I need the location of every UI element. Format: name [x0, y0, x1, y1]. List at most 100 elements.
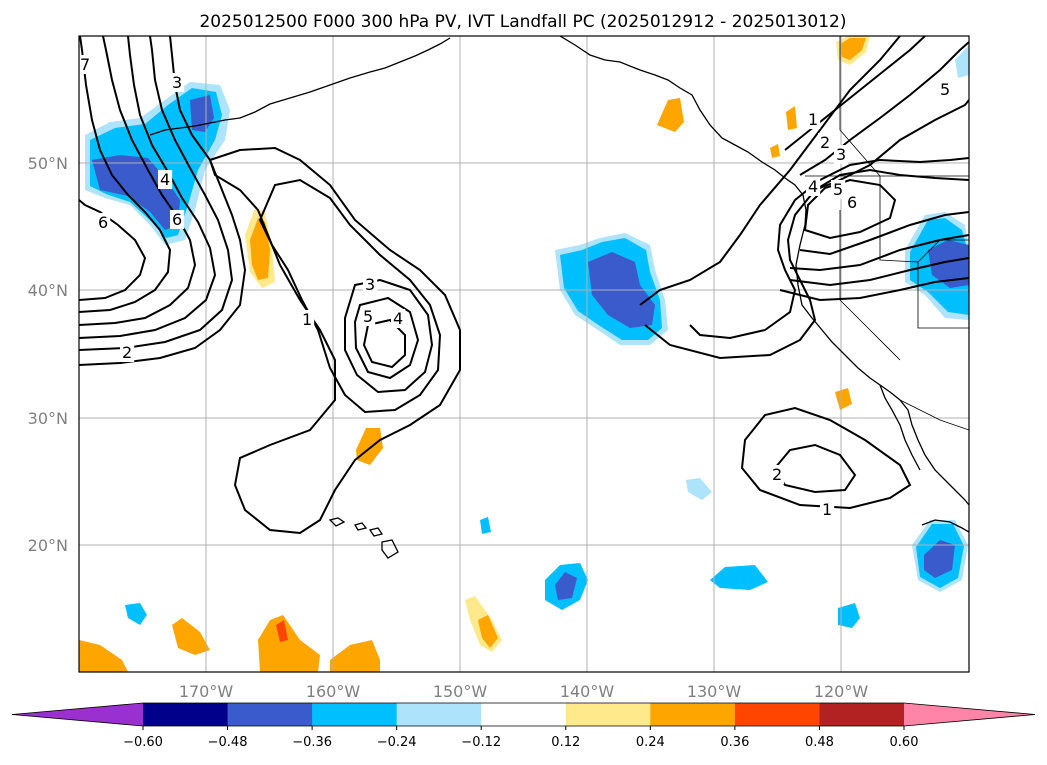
anomaly-region-se-dark — [924, 540, 955, 578]
contour-labels: 7 3 4 6 6 1 3 5 4 2 1 2 3 5 6 4 5 1 2 1 — [79, 55, 953, 519]
anomaly-region-pos11 — [330, 640, 380, 672]
contour-label-halo — [120, 343, 135, 362]
contour-line — [803, 178, 897, 240]
contour-label: 2 — [820, 133, 830, 152]
lon-label: 140°W — [560, 682, 615, 701]
contour-label: 4 — [160, 170, 170, 189]
contour-line — [779, 277, 969, 302]
contour-label: 1 — [808, 110, 818, 129]
contour-label: 5 — [833, 180, 843, 199]
contour-label: 3 — [365, 275, 375, 294]
contour-label-halo — [820, 500, 835, 519]
contour-line — [789, 234, 969, 272]
contour-label-halo — [79, 55, 93, 74]
contour-label: 5 — [363, 307, 373, 326]
contour-line — [79, 36, 247, 366]
contour-label: 6 — [98, 213, 108, 232]
contour-label-halo — [363, 275, 378, 294]
lon-label: 120°W — [814, 682, 869, 701]
colorbar-label: 0.48 — [805, 735, 834, 750]
colorbar-label: 0.60 — [890, 735, 919, 750]
anomaly-region-south4 — [125, 603, 147, 625]
anomaly-region-south2 — [710, 565, 768, 590]
contour-label-halo — [300, 310, 315, 329]
colorbar-label: 0.24 — [636, 735, 665, 750]
colorbar-swatch — [819, 703, 905, 726]
aleutian-islands — [149, 37, 451, 136]
contour-label: 2 — [122, 343, 132, 362]
contour-line — [79, 36, 234, 351]
lat-label: 20°N — [28, 536, 68, 555]
anomaly-region-coast-dark — [928, 240, 969, 288]
colorbar-extend-min — [12, 703, 143, 726]
contour-line — [208, 146, 461, 535]
anomaly-region-pos5 — [786, 106, 797, 130]
colorbar-swatch — [312, 703, 398, 726]
contour-label-halo — [845, 193, 860, 212]
contour-label: 4 — [393, 309, 403, 328]
colorbar-swatch — [143, 703, 229, 726]
colorbar-swatch — [396, 703, 482, 726]
contour-line — [79, 199, 147, 301]
anomaly-region-pos7 — [770, 144, 780, 158]
anomaly-region-pos2 — [356, 428, 383, 465]
lat-label: 40°N — [28, 281, 68, 300]
contour-line — [784, 36, 926, 151]
map-panel: 7 3 4 6 6 1 3 5 4 2 1 2 3 5 6 4 5 1 2 1 — [79, 36, 969, 672]
contour-label: 3 — [172, 73, 182, 92]
anomaly-region-south3 — [838, 603, 860, 628]
baja-california — [879, 384, 921, 471]
lon-label: 150°W — [433, 682, 488, 701]
lat-label: 30°N — [28, 409, 68, 428]
anomaly-region-pos1-mid — [250, 218, 270, 280]
lon-label: 170°W — [179, 682, 234, 701]
anomaly-region-south1-dark — [555, 572, 577, 600]
anomaly-region-pos10 — [258, 615, 320, 672]
contour-label: 3 — [836, 145, 846, 164]
colorbar-swatch — [650, 703, 736, 726]
colorbar-label: 0.36 — [720, 735, 749, 750]
colorbar-extend-max — [904, 703, 1035, 726]
contour-label-halo — [938, 80, 953, 99]
lon-label: 160°W — [306, 682, 361, 701]
contour-line — [799, 211, 969, 256]
contour-label: 6 — [172, 210, 182, 229]
colorbar-label: −0.60 — [123, 735, 163, 750]
longitude-labels: 170°W 160°W 150°W 140°W 130°W 120°W — [179, 682, 869, 701]
anomaly-region-pos9 — [172, 618, 210, 655]
contour-line — [799, 41, 969, 176]
contour-label-halo — [96, 213, 111, 232]
anomaly-region-pos6 — [835, 388, 852, 410]
contour-label: 4 — [808, 177, 818, 196]
contour-line — [644, 168, 969, 360]
colorbar: −0.60 −0.48 −0.36 −0.24 −0.12 0.12 0.24 0.36 0.4… — [11, 702, 1036, 750]
contour-label: 1 — [822, 500, 832, 519]
contour-line — [773, 443, 857, 494]
contour-label-halo — [831, 180, 846, 199]
contour-line — [789, 257, 969, 287]
contour-label-halo — [170, 210, 185, 229]
lat-label: 50°N — [28, 154, 68, 173]
lon-label: 130°W — [687, 682, 742, 701]
hawaii — [328, 517, 399, 559]
contour-line — [79, 36, 217, 339]
alaska-coast — [559, 36, 807, 211]
contour-label: 1 — [302, 310, 312, 329]
contour-line — [258, 178, 442, 414]
anomaly-region-pos8 — [478, 615, 498, 648]
colorbar-label: 0.12 — [551, 735, 580, 750]
contour-line — [344, 278, 434, 394]
map-frame — [78, 35, 970, 673]
contour-label: 7 — [80, 55, 90, 74]
contour-label: 2 — [772, 465, 782, 484]
colorbar-swatch — [734, 703, 820, 726]
contour-line — [639, 36, 901, 306]
colorbar-swatch — [565, 703, 651, 726]
contour-label-halo — [818, 133, 833, 152]
contour-label-halo — [806, 177, 821, 196]
contour-line — [353, 296, 420, 380]
contour-label-halo — [806, 110, 821, 129]
contour-label-halo — [158, 170, 173, 189]
anomaly-region-pos4 — [657, 98, 684, 132]
